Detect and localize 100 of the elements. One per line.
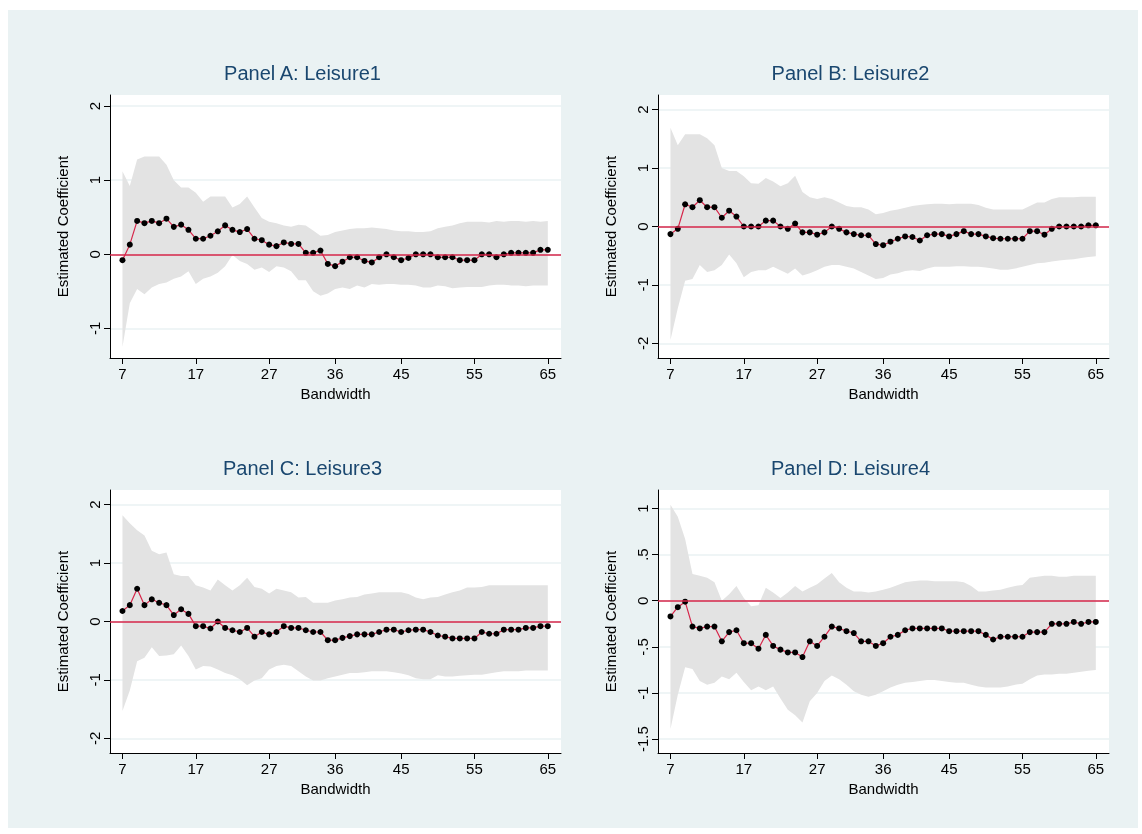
x-axis-title: Bandwidth: [300, 384, 371, 402]
point: [207, 625, 214, 632]
point: [821, 633, 828, 640]
point: [843, 229, 850, 236]
point: [799, 654, 806, 661]
y-tick-label: -1: [86, 673, 103, 687]
point: [960, 628, 967, 635]
point: [931, 231, 938, 238]
point: [872, 642, 879, 649]
point: [156, 599, 163, 606]
point: [916, 625, 923, 632]
point: [493, 630, 500, 637]
point: [975, 231, 982, 238]
point: [931, 625, 938, 632]
point: [258, 629, 265, 636]
point: [726, 207, 733, 214]
x-axis-title: Bandwidth: [848, 779, 919, 797]
point: [134, 585, 141, 592]
point: [332, 637, 339, 644]
point: [762, 631, 769, 638]
point: [376, 629, 383, 636]
point: [236, 229, 243, 236]
point: [361, 257, 368, 264]
point: [192, 235, 199, 242]
point: [953, 628, 960, 635]
point: [244, 624, 251, 631]
point: [346, 633, 353, 640]
point: [522, 624, 529, 631]
x-tick-label: 65: [1087, 365, 1105, 382]
point: [909, 625, 916, 632]
x-tick-label: 55: [1014, 365, 1031, 382]
point: [1041, 629, 1048, 636]
point: [530, 624, 537, 631]
point: [696, 197, 703, 204]
point: [997, 235, 1004, 242]
y-axis-title: Estimated Coefficient: [602, 549, 619, 693]
point: [726, 629, 733, 636]
point: [748, 640, 755, 647]
point: [361, 631, 368, 638]
point: [302, 627, 309, 634]
x-tick-label: 27: [808, 760, 826, 777]
point: [814, 642, 821, 649]
x-tick-label: 7: [666, 365, 675, 382]
point: [222, 624, 229, 631]
point: [1034, 629, 1041, 636]
point: [170, 612, 177, 619]
point: [324, 260, 331, 267]
x-tick-label: 36: [326, 365, 344, 382]
x-tick-label: 27: [808, 365, 826, 382]
point: [858, 232, 865, 239]
y-tick-label: -.5: [634, 638, 651, 656]
point: [975, 628, 982, 635]
point: [134, 217, 141, 224]
point: [383, 626, 390, 633]
point: [178, 606, 185, 613]
point: [288, 240, 295, 247]
point: [434, 632, 441, 639]
point: [770, 642, 777, 649]
point: [486, 630, 493, 637]
x-tick-label: 36: [874, 760, 892, 777]
point: [192, 623, 199, 630]
point: [332, 263, 339, 270]
point: [733, 627, 740, 634]
x-tick-label: 36: [874, 365, 892, 382]
point: [1078, 620, 1085, 627]
point: [887, 633, 894, 640]
point: [163, 602, 170, 609]
point: [689, 204, 696, 211]
point: [317, 247, 324, 254]
point: [295, 240, 302, 247]
point: [836, 625, 843, 632]
point: [682, 201, 689, 208]
point: [163, 215, 170, 222]
point: [924, 232, 931, 239]
point: [471, 257, 478, 264]
point: [1085, 618, 1092, 625]
point: [229, 226, 236, 233]
point: [119, 607, 126, 614]
point: [1019, 235, 1026, 242]
y-tick-label: 1: [634, 504, 651, 513]
point: [1012, 633, 1019, 640]
x-tick-label: 45: [940, 365, 958, 382]
point: [740, 640, 747, 647]
point: [704, 204, 711, 211]
point: [792, 649, 799, 656]
y-tick-label: -2: [86, 731, 103, 746]
y-tick-label: 2: [86, 101, 103, 111]
x-tick-label: 45: [392, 760, 410, 777]
point: [537, 623, 544, 630]
point: [544, 623, 551, 630]
point: [1034, 228, 1041, 235]
point: [770, 217, 777, 224]
point: [990, 235, 997, 242]
point: [544, 246, 551, 253]
point: [1041, 231, 1048, 238]
point: [442, 633, 449, 640]
chart-title: Panel D: Leisure4: [771, 457, 930, 479]
x-tick-label: 55: [466, 760, 483, 777]
point: [141, 220, 148, 227]
point: [1070, 618, 1077, 625]
